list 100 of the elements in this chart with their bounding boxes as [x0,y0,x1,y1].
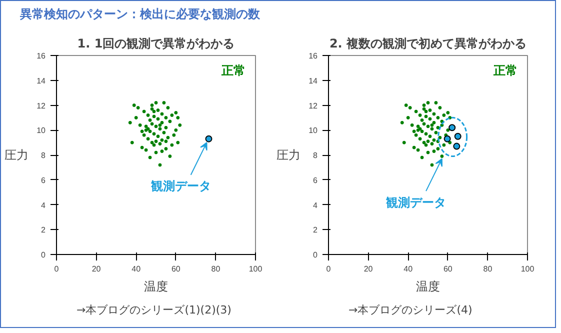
point [422,140,426,144]
x-axis-title: 温度 [416,280,440,294]
point [432,138,436,142]
point [453,142,460,150]
y-tick-label: 12 [308,101,318,110]
point [150,122,154,126]
point [416,124,420,128]
y-tick-label: 16 [36,52,46,60]
point [160,150,164,154]
text: 異常検知のパターン：検出に必要な観測の数 [20,6,260,23]
point [412,146,416,150]
point [166,106,170,110]
y-tick-label: 8 [313,151,318,160]
x-axis-title: 温度 [144,280,168,294]
x-tick-label: 40 [132,264,142,274]
point [164,140,168,144]
point [428,117,432,121]
point [414,110,418,114]
point [444,135,451,142]
point [205,135,212,142]
point [158,163,162,167]
y-tick-label: 10 [36,126,46,136]
point [144,124,148,128]
point [416,148,420,152]
point [442,113,446,117]
x-tick-label: 60 [443,264,453,274]
point [428,134,432,138]
point [424,114,428,118]
point [142,133,146,137]
point [402,140,406,144]
point [130,140,134,144]
point [434,130,438,134]
point [160,112,164,116]
y-tick-label: 14 [36,76,46,86]
point [152,132,156,136]
point [446,128,450,132]
point [146,113,150,117]
point [128,120,132,124]
point [428,108,432,112]
text: →本ブログのシリーズ(1)(2)(3) [76,304,232,316]
point [414,133,418,137]
point [146,137,150,141]
point [150,104,154,107]
y-tick-label: 16 [308,52,318,60]
point [158,142,162,146]
point [168,120,172,124]
point [404,104,408,107]
point [132,104,136,107]
point [156,108,160,112]
point [158,123,162,127]
point [422,107,426,111]
point [420,118,424,122]
point [170,113,174,117]
point [432,150,436,154]
point [436,147,440,151]
point [422,122,426,126]
point [422,104,426,107]
point [158,127,162,131]
point [142,110,146,114]
y-axis-title: 圧力 [276,148,301,162]
y-tick-label: 0 [313,250,318,260]
point [178,123,182,127]
y-tick-label: 8 [41,151,46,160]
point [410,123,414,127]
point [432,112,436,116]
point [408,106,412,110]
x-tick-label: 100 [248,264,263,274]
point [138,123,142,127]
x-tick-label: 100 [520,264,535,274]
point [172,133,176,137]
point [144,148,148,152]
y-tick-label: 12 [36,101,46,110]
point [154,124,158,128]
point [174,110,178,114]
point [446,110,450,114]
x-tick-label: 40 [404,264,414,274]
chart-title: 2. 複数の観測で初めて異常がわかる [329,36,527,50]
point [164,147,168,151]
point [442,143,446,147]
annotation: 正常 [492,64,518,78]
point [424,132,428,136]
point [162,130,166,134]
x-tick-label: 80 [211,264,221,274]
point [148,156,152,160]
point [154,140,158,144]
x-tick-label: 20 [92,264,102,274]
point [400,120,404,124]
x-tick-label: 80 [483,264,493,274]
point [406,116,410,120]
point [164,126,168,130]
point [418,137,422,141]
point [176,140,180,144]
point [152,114,156,118]
y-tick-label: 2 [41,226,46,235]
point [166,136,170,140]
annotation: 観測データ [385,195,446,210]
point [170,143,174,147]
point [150,140,154,144]
point [454,132,462,140]
y-tick-label: 0 [41,250,46,260]
